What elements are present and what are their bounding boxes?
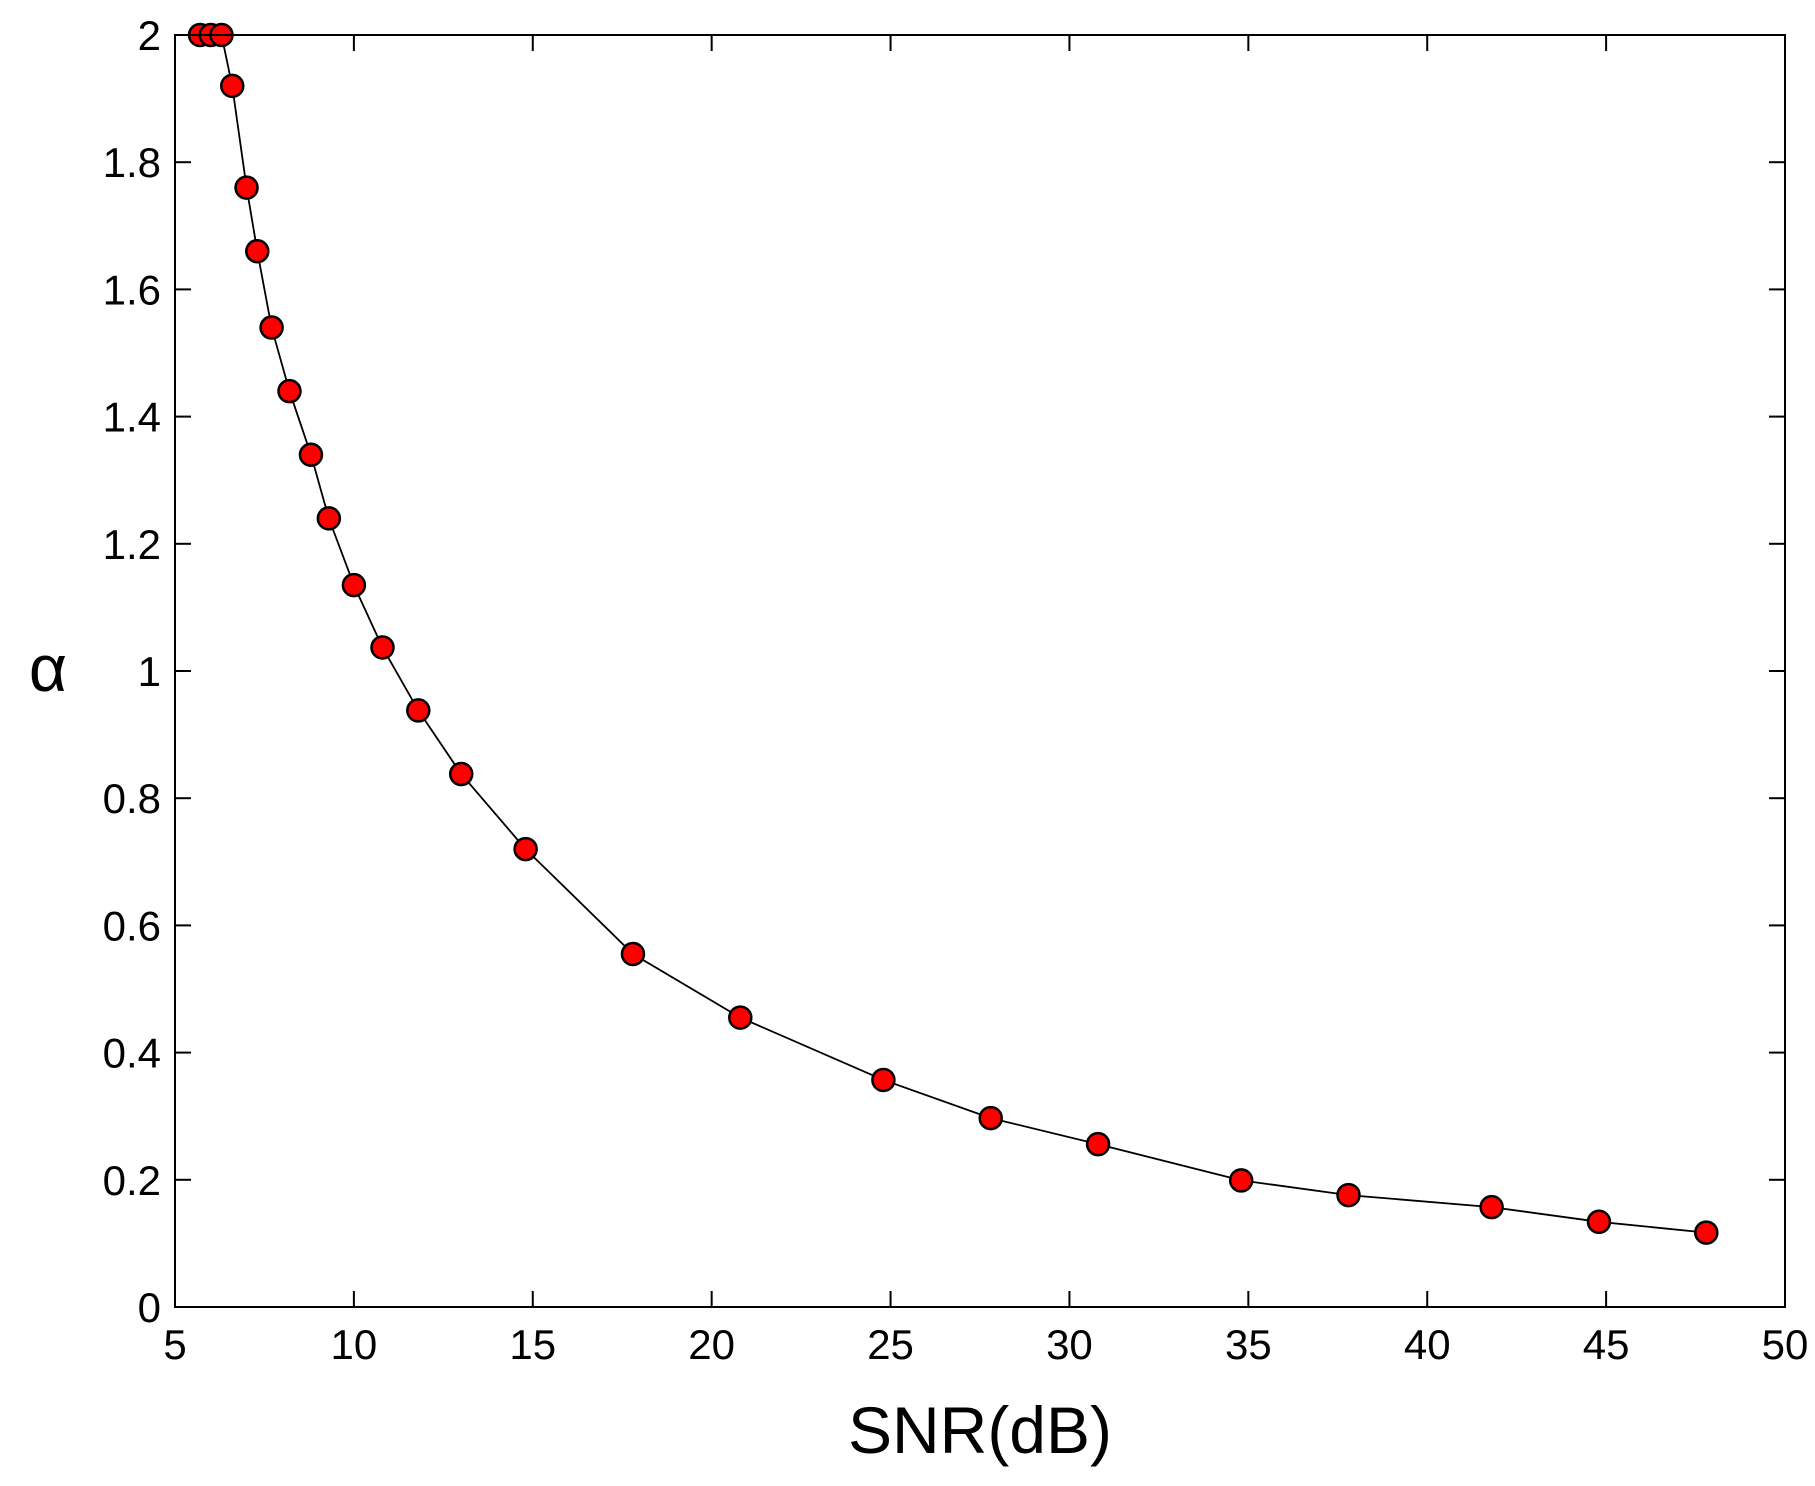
x-tick-label: 35 (1225, 1321, 1272, 1368)
x-tick-label: 15 (509, 1321, 556, 1368)
plot-area-frame (174, 34, 1786, 1308)
x-tick-label: 25 (867, 1321, 914, 1368)
x-tick-label: 45 (1583, 1321, 1630, 1368)
y-tick-label: 0.4 (103, 1030, 161, 1077)
data-point (370, 635, 395, 660)
data-point (245, 238, 270, 264)
data-point (448, 761, 474, 787)
y-tick-label: 2 (138, 12, 161, 59)
data-point (341, 572, 367, 598)
ticks-layer (174, 34, 1786, 1308)
data-point (1479, 1194, 1504, 1220)
x-tick-label: 40 (1404, 1321, 1451, 1368)
data-point (277, 378, 302, 404)
data-point (219, 73, 245, 99)
y-tick-label: 0.2 (103, 1157, 161, 1204)
y-tick-label: 1.8 (103, 139, 161, 186)
x-tick-label: 10 (331, 1321, 378, 1368)
x-tick-label: 30 (1046, 1321, 1093, 1368)
y-tick-label: 0.6 (103, 902, 161, 949)
x-tick-label: 5 (163, 1321, 186, 1368)
y-tick-label: 1.4 (103, 394, 161, 441)
data-point (978, 1105, 1003, 1131)
data-point (1586, 1209, 1612, 1235)
data-point (316, 506, 342, 531)
marker-layer (187, 22, 1719, 1245)
data-point (259, 315, 284, 340)
data-point (513, 836, 538, 862)
data-point (298, 442, 324, 468)
data-point (234, 175, 259, 200)
data-point (620, 941, 646, 967)
data-point (871, 1067, 896, 1093)
y-tick-label: 1 (138, 648, 161, 695)
data-point (406, 698, 431, 723)
y-tick-label: 0 (138, 1284, 161, 1331)
data-point (1336, 1182, 1361, 1208)
y-tick-label: 1.2 (103, 521, 161, 568)
data-point (1085, 1131, 1111, 1157)
y-tick-label: 0.8 (103, 775, 161, 822)
data-point (728, 1005, 753, 1030)
y-tick-label: 1.6 (103, 266, 161, 313)
x-tick-label: 50 (1762, 1321, 1809, 1368)
data-point (1228, 1168, 1254, 1193)
x-tick-label: 20 (688, 1321, 735, 1368)
x-axis-label: SNR(dB) (848, 1393, 1112, 1467)
data-point (1694, 1220, 1719, 1245)
labels-layer: 5 10 15 20 25 30 35 40 45 50 0 0.2 0.4 0.6 0.8 1 1.2 1.4 1… (103, 12, 1809, 1368)
y-axis-label: α (29, 631, 67, 705)
